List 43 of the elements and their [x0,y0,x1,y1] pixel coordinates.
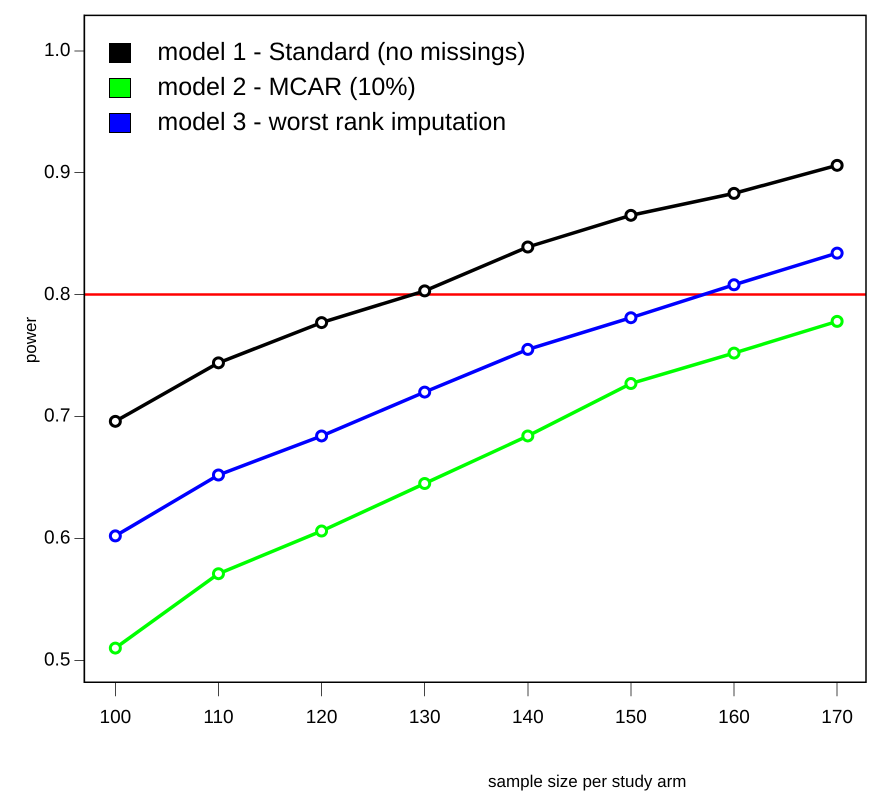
point [212,356,225,370]
point [521,342,534,356]
point [728,346,741,360]
y-tick-label: 0.9 [44,162,70,183]
x-axis-title: sample size per study arm [488,772,686,792]
point [521,429,534,442]
legend-label: model 3 - worst rank imputation [157,108,506,138]
y-axis-title: power [21,316,42,364]
point [212,567,225,580]
point [418,386,432,399]
point [521,240,534,254]
point [108,529,122,542]
point [315,429,328,442]
x-tick-label: 100 [99,706,132,728]
y-tick-label: 0.6 [44,528,70,549]
y-tick-label: 0.8 [44,284,70,305]
point [624,208,638,222]
point [418,284,432,298]
legend-label: model 1 - Standard (no missings) [157,38,526,68]
x-tick-label: 170 [821,706,853,728]
x-tick-label: 140 [512,706,544,728]
point [624,311,638,324]
x-tick-label: 120 [306,706,338,728]
x-tick-label: 110 [203,706,234,728]
point [830,158,844,172]
point [315,316,328,330]
point [830,246,844,260]
point [108,414,122,428]
point [108,642,122,655]
x-tick-label: 130 [408,706,441,728]
point [212,468,225,482]
legend-label: model 2 - MCAR (10%) [157,73,416,102]
point [728,186,741,200]
y-tick-label: 1.0 [44,40,70,61]
point [315,524,328,538]
point [418,477,432,490]
x-tick-label: 150 [615,706,647,728]
y-tick-label: 0.5 [44,649,70,670]
x-tick-label: 160 [718,706,750,728]
point [624,377,638,390]
point [830,314,844,328]
point [728,278,741,292]
y-tick-label: 0.7 [44,406,70,427]
